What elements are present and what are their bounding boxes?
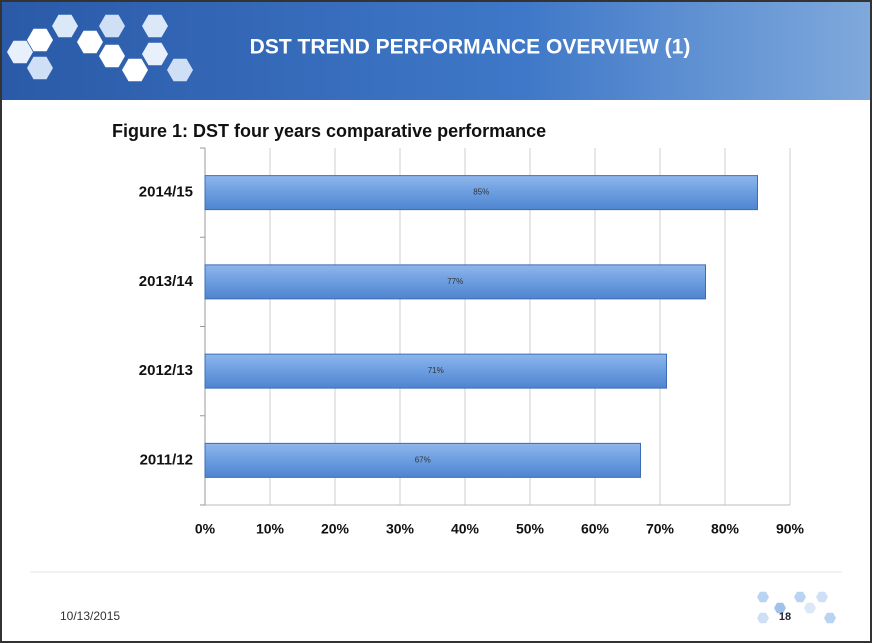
page-number: 18	[779, 611, 791, 623]
hexagon	[27, 56, 53, 80]
y-tick-label: 2012/13	[139, 362, 193, 379]
x-tick-label: 30%	[386, 521, 415, 537]
hexagon	[52, 14, 78, 38]
y-tick-label: 2014/15	[139, 184, 193, 201]
x-tick-label: 10%	[256, 521, 285, 537]
footer-decoration	[757, 591, 836, 624]
hexagon	[757, 612, 769, 624]
footer-date: 10/13/2015	[60, 609, 120, 623]
hexagon	[99, 14, 125, 38]
x-tick-label: 70%	[646, 521, 675, 537]
x-tick-label: 90%	[776, 521, 805, 537]
bar	[204, 353, 667, 389]
x-tick-label: 60%	[581, 521, 610, 537]
hexagon	[142, 42, 168, 66]
bar	[204, 175, 758, 211]
value-label: 71%	[428, 366, 444, 375]
x-tick-label: 80%	[711, 521, 740, 537]
hexagon	[77, 30, 103, 54]
hexagon	[7, 40, 33, 64]
plot: 0% 10% 20% 30% 40% 50% 60% 70% 80% 90% 2011/12 67% 2…	[139, 147, 805, 537]
x-tick-label: 0%	[195, 521, 216, 537]
bar	[204, 442, 641, 478]
hexagon	[757, 591, 769, 603]
hexagon	[816, 591, 828, 603]
hexagon	[167, 58, 193, 82]
bar	[204, 264, 706, 300]
x-tick-label: 40%	[451, 521, 480, 537]
hexagon	[824, 612, 836, 624]
x-tick-label: 50%	[516, 521, 545, 537]
y-tick-label: 2011/12	[140, 451, 193, 468]
chart-title: Figure 1: DST four years comparative per…	[112, 121, 546, 141]
hexagon	[794, 591, 806, 603]
header-title: DST TREND PERFORMANCE OVERVIEW (1)	[250, 36, 691, 59]
hexagon	[804, 602, 816, 614]
value-label: 85%	[473, 188, 489, 197]
value-label: 67%	[415, 455, 431, 464]
header-decoration	[7, 14, 193, 82]
x-tick-label: 20%	[321, 521, 350, 537]
hexagon	[774, 602, 786, 614]
hexagon	[99, 44, 125, 68]
y-tick-label: 2013/14	[139, 273, 194, 290]
hexagon	[122, 58, 148, 82]
value-label: 77%	[447, 277, 463, 286]
hexagon	[27, 28, 53, 52]
hexagon	[142, 14, 168, 38]
